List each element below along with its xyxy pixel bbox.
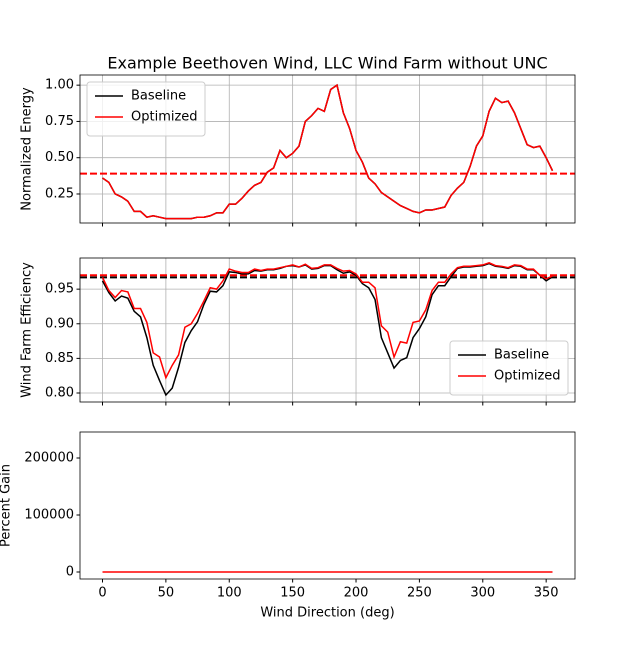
y-tick-label: 0.85 bbox=[45, 351, 74, 366]
legend-label: Optimized bbox=[494, 369, 561, 384]
chart-title: Example Beethoven Wind, LLC Wind Farm wi… bbox=[107, 54, 547, 73]
y-tick-label: 0.80 bbox=[45, 386, 74, 401]
y-tick-label: 0.50 bbox=[45, 150, 74, 165]
x-tick-label: 350 bbox=[534, 586, 559, 601]
y-tick-label: 0 bbox=[66, 565, 74, 580]
x-tick-label: 200 bbox=[344, 586, 369, 601]
x-tick-label: 50 bbox=[158, 586, 175, 601]
y-tick-label: 200000 bbox=[24, 450, 74, 465]
line-series bbox=[101, 262, 553, 380]
y-axis-label: Percent Gain bbox=[0, 464, 14, 547]
line-series bbox=[102, 83, 554, 220]
legend-label: Baseline bbox=[131, 89, 186, 104]
y-tick-label: 1.00 bbox=[45, 78, 74, 93]
y-tick-label: 100000 bbox=[24, 507, 74, 522]
legend-label: Baseline bbox=[494, 348, 549, 363]
y-tick-label: 0.95 bbox=[45, 282, 74, 297]
plot-frame bbox=[79, 74, 576, 224]
x-tick-label: 150 bbox=[280, 586, 305, 601]
plot-frame bbox=[79, 431, 576, 580]
y-axis-label: Wind Farm Efficiency bbox=[20, 262, 35, 398]
legend-label: Optimized bbox=[131, 110, 198, 125]
subplot: 0.80 0.85 0.90 0.95 Wind Farm Efficiency Base… bbox=[20, 257, 576, 406]
y-axis-label: Normalized Energy bbox=[20, 87, 35, 211]
x-tick-label: 0 bbox=[98, 586, 106, 601]
legend: Baseline Optimized bbox=[86, 81, 206, 137]
x-tick-label: 100 bbox=[217, 586, 242, 601]
y-tick-label: 0.75 bbox=[45, 114, 74, 129]
legend: Baseline Optimized bbox=[449, 340, 569, 396]
y-tick-label: 0.25 bbox=[45, 186, 74, 201]
plot-frame bbox=[79, 257, 576, 403]
y-tick-label: 0.90 bbox=[45, 316, 74, 331]
subplot: 0 50 100 150 200 250 300 350 0 100000 200000 Percen… bbox=[0, 431, 576, 621]
x-tick-label: 300 bbox=[470, 586, 495, 601]
subplot: 0.25 0.50 0.75 1.00 Example Beethoven Wind, … bbox=[20, 54, 576, 227]
x-axis-label: Wind Direction (deg) bbox=[260, 606, 394, 621]
x-tick-label: 250 bbox=[407, 586, 432, 601]
